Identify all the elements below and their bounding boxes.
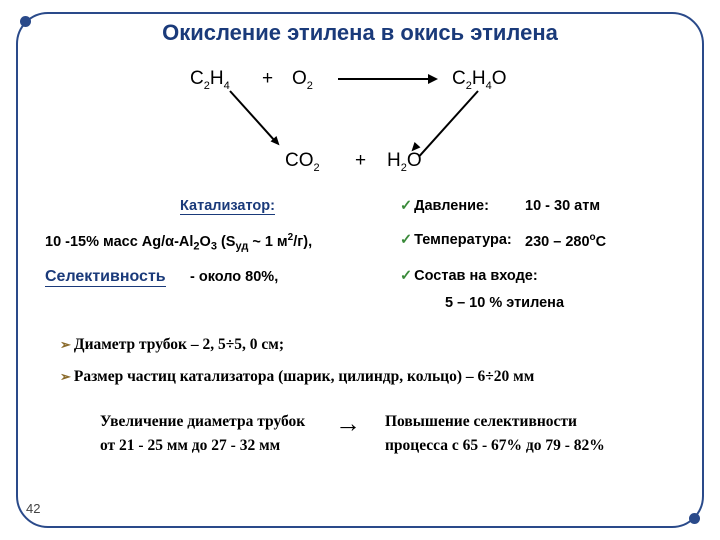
t: от 21 - 25 мм до 27 - 32 мм [100, 434, 330, 458]
t: C [452, 68, 466, 89]
formula-c2h4o: C2H4O [452, 68, 507, 92]
t: C [190, 68, 204, 89]
t: уд [235, 241, 248, 253]
plus1: + [262, 68, 273, 90]
t: Диаметр трубок – 2, 5 [74, 336, 226, 353]
check-icon: ✓ [400, 268, 412, 284]
arrow-diag-right-line [418, 90, 478, 157]
t: α [165, 234, 174, 250]
t: ~ 1 м [248, 234, 287, 250]
inlet-label: Состав на входе: [414, 268, 538, 284]
formula-h2o: H2O [387, 150, 422, 174]
temperature-label: Температура: [414, 232, 512, 248]
temperature-value: 230 – 280оС [525, 232, 606, 250]
t: 230 – 280 [525, 234, 590, 250]
t: 5, 0 см; [234, 336, 284, 353]
t: H [210, 68, 224, 89]
t: 10 -15% масс Ag/ [45, 234, 165, 250]
check-icon: ✓ [400, 232, 412, 248]
t: H [472, 68, 486, 89]
t: CO [285, 150, 314, 171]
bullet-particle-size: ➢Размер частиц катализатора (шарик, цили… [60, 368, 534, 386]
implication-left: Увеличение диаметра трубок от 21 - 25 мм… [100, 410, 330, 458]
t: O [200, 234, 211, 250]
triangle-icon: ➢ [60, 369, 71, 384]
arrow-diag-left-line [229, 90, 277, 143]
reaction-diagram: C2H4 + O2 C2H4O CO2 + H2O [180, 62, 540, 182]
arrow-main-head [428, 74, 438, 84]
catalyst-composition: 10 -15% масс Ag/α-Al2O3 (Sуд ~ 1 м2/г), [45, 232, 312, 253]
t: /г), [293, 234, 312, 250]
page-number: 42 [26, 501, 40, 516]
formula-co2: CO2 [285, 150, 320, 174]
pressure-row: ✓Давление: [400, 198, 489, 214]
catalyst-heading: Катализатор: [180, 198, 275, 215]
inlet-row: ✓Состав на входе: [400, 268, 538, 284]
arrow-right-icon: → [335, 408, 361, 439]
t: H [387, 150, 401, 171]
triangle-icon: ➢ [60, 337, 71, 352]
t: 2 [314, 162, 320, 174]
page-title: Окисление этилена в окись этилена [0, 20, 720, 46]
t: С [596, 234, 606, 250]
pressure-label: Давление: [414, 198, 489, 214]
t: процесса с 65 - 67% до 79 - 82% [385, 434, 665, 458]
bullet-tube-diameter: ➢Диаметр трубок – 2, 5÷5, 0 см; [60, 336, 284, 354]
t: (S [217, 234, 236, 250]
selectivity-heading: Селективность [45, 268, 166, 287]
t: O [492, 68, 507, 89]
check-icon: ✓ [400, 198, 412, 214]
formula-c2h4: C2H4 [190, 68, 230, 92]
t: O [292, 68, 307, 89]
t: O [407, 150, 422, 171]
implication-right: Повышение селективности процесса с 65 - … [385, 410, 665, 458]
arrow-main-line [338, 78, 430, 80]
t: ÷ [226, 336, 235, 353]
corner-dot-br [689, 513, 700, 524]
t: 20 мм [494, 368, 535, 385]
t: Размер частиц катализатора (шарик, цилин… [74, 368, 485, 385]
selectivity-value: - около 80%, [190, 269, 278, 285]
t: Увеличение диаметра трубок [100, 410, 330, 434]
t: 2 [307, 80, 313, 92]
temperature-row: ✓Температура: [400, 232, 512, 248]
t: ÷ [485, 368, 494, 385]
inlet-value: 5 – 10 % этилена [445, 295, 564, 311]
t: -Al [174, 234, 193, 250]
t: 4 [224, 80, 230, 92]
t: Повышение селективности [385, 410, 665, 434]
pressure-value: 10 - 30 атм [525, 198, 600, 214]
formula-o2: O2 [292, 68, 313, 92]
plus2: + [355, 150, 366, 172]
